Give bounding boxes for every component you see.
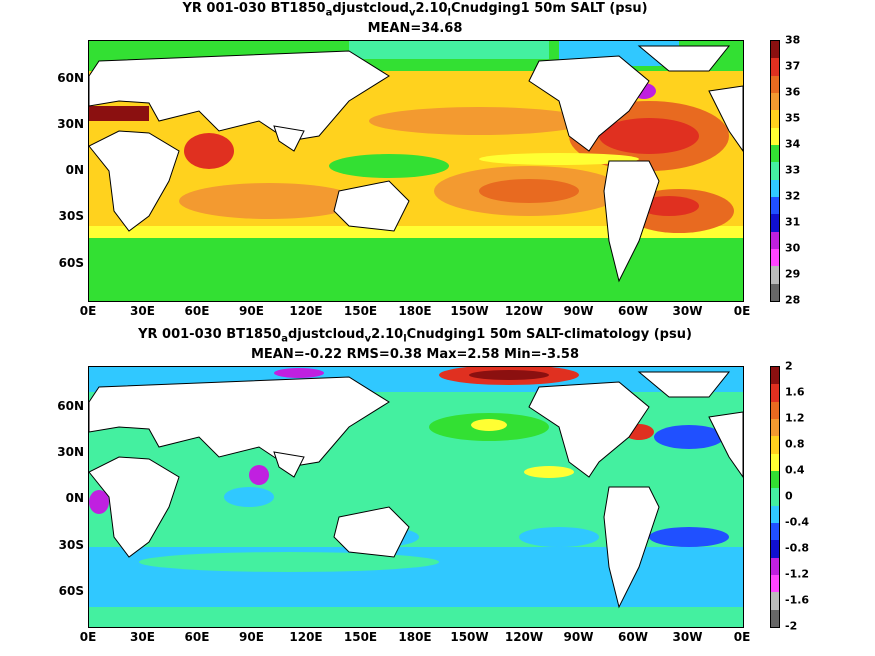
top-colorbar-swatch [771, 231, 779, 249]
top-colorbar-swatch [771, 41, 779, 59]
bottom-colorbar-swatch [771, 522, 779, 541]
bottom-colorbar-label: -1.6 [785, 593, 810, 607]
bottom-xtick: 30E [130, 630, 155, 644]
bottom-xtick: 60W [618, 630, 648, 644]
bottom-ytick-30s: 30S [58, 538, 84, 552]
top-ytick-0n: 0N [65, 163, 84, 177]
top-ytick-30s: 30S [58, 209, 84, 223]
top-xtick: 60E [184, 304, 210, 318]
bottom-xtick: 90W [563, 630, 594, 644]
top-colorbar-label: 28 [785, 293, 801, 307]
bottom-xtick: 150E [343, 630, 378, 644]
top-colorbar-swatch [771, 127, 779, 145]
top-salinity-map [88, 40, 744, 302]
top-colorbar-label: 34 [785, 137, 801, 151]
bottom-colorbar-swatch [771, 418, 779, 437]
bottom-colorbar-label: 1.6 [785, 385, 805, 399]
top-colorbar-swatch [771, 110, 779, 128]
bottom-xtick: 0E [79, 630, 97, 644]
bottom-colorbar-swatch [771, 401, 779, 419]
bottom-colorbar-swatch [771, 609, 779, 627]
bottom-colorbar-label: -0.8 [785, 541, 810, 555]
top-colorbar-swatch [771, 248, 779, 267]
top-colorbar-label: 31 [785, 215, 801, 229]
top-colorbar-swatch [771, 179, 779, 197]
bottom-colorbar-label: 0 [785, 489, 793, 503]
top-xtick: 0E [733, 304, 751, 318]
bottom-colorbar-swatch [771, 592, 779, 610]
bottom-colorbar-swatch [771, 557, 779, 575]
bottom-colorbar-swatch [771, 436, 779, 454]
top-xtick: 90W [563, 304, 594, 318]
top-colorbar-swatch [771, 214, 779, 232]
bottom-xtick: 180E [398, 630, 432, 644]
top-ytick-60n: 60N [57, 71, 84, 85]
bottom-map-stats: MEAN=-0.22 RMS=0.38 Max=2.58 Min=-3.58 [250, 347, 580, 362]
bottom-salinity-anomaly-map [88, 366, 744, 628]
bottom-colorbar-label: 0.4 [785, 463, 805, 477]
bottom-xtick: 0E [733, 630, 751, 644]
bottom-xtick: 120W [504, 630, 544, 644]
top-xtick: 0E [79, 304, 97, 318]
top-colorbar-swatch [771, 58, 779, 76]
top-map-title: YR 001-030 BT1850adjustcloudv2.10lCnudgi… [182, 1, 648, 19]
top-colorbar-swatch [771, 75, 779, 93]
top-ytick-30n: 30N [57, 117, 84, 131]
top-xtick: 120W [504, 304, 544, 318]
bottom-colorbar-swatch [771, 470, 779, 489]
bottom-xtick: 90E [239, 630, 264, 644]
bottom-colorbar-swatch [771, 367, 779, 385]
bottom-colorbar-swatch [771, 505, 779, 523]
bottom-colorbar-label: -1.2 [785, 567, 810, 581]
bottom-xtick: 60E [184, 630, 210, 644]
bottom-ytick-60s: 60S [58, 584, 84, 598]
bottom-colorbar-label: -2 [785, 619, 798, 633]
top-colorbar-label: 38 [785, 33, 801, 47]
bottom-colorbar-label: 1.2 [785, 411, 805, 425]
bottom-xtick: 150W [450, 630, 489, 644]
bottom-ytick-0n: 0N [65, 491, 84, 505]
top-xtick: 90E [239, 304, 264, 318]
top-colorbar-swatch [771, 196, 779, 215]
top-colorbar-swatch [771, 283, 779, 301]
top-colorbar-label: 33 [785, 163, 801, 177]
top-colorbar [770, 40, 780, 302]
bottom-colorbar-swatch [771, 453, 779, 471]
bottom-ytick-60n: 60N [57, 399, 84, 413]
top-colorbar-label: 37 [785, 59, 801, 73]
top-xtick: 60W [618, 304, 648, 318]
top-xtick: 180E [398, 304, 432, 318]
top-colorbar-label: 32 [785, 189, 801, 203]
bottom-colorbar-swatch [771, 384, 779, 402]
bottom-colorbar-label: 2 [785, 359, 793, 373]
top-colorbar-swatch [771, 162, 779, 180]
top-colorbar-label: 35 [785, 111, 801, 125]
top-map-mean: MEAN=34.68 [367, 21, 463, 36]
top-colorbar-label: 36 [785, 85, 801, 99]
top-colorbar-swatch [771, 92, 779, 111]
top-colorbar-label: 30 [785, 241, 801, 255]
bottom-xtick: 30W [672, 630, 703, 644]
top-xtick: 30W [672, 304, 703, 318]
bottom-colorbar-swatch [771, 540, 779, 558]
top-colorbar-swatch [771, 144, 779, 163]
top-xtick: 150E [343, 304, 378, 318]
bottom-colorbar-swatch [771, 574, 779, 593]
bottom-colorbar [770, 366, 780, 628]
top-colorbar-swatch [771, 266, 779, 284]
top-xtick: 120E [289, 304, 323, 318]
top-xtick: 30E [130, 304, 155, 318]
bottom-colorbar-label: -0.4 [785, 515, 810, 529]
top-ytick-60s: 60S [58, 256, 84, 270]
bottom-xtick: 120E [289, 630, 323, 644]
top-colorbar-label: 29 [785, 267, 801, 281]
bottom-map-title: YR 001-030 BT1850adjustcloudv2.10lCnudgi… [138, 327, 692, 345]
bottom-ytick-30n: 30N [57, 445, 84, 459]
bottom-colorbar-swatch [771, 488, 779, 506]
top-xtick: 150W [450, 304, 489, 318]
bottom-colorbar-label: 0.8 [785, 437, 805, 451]
